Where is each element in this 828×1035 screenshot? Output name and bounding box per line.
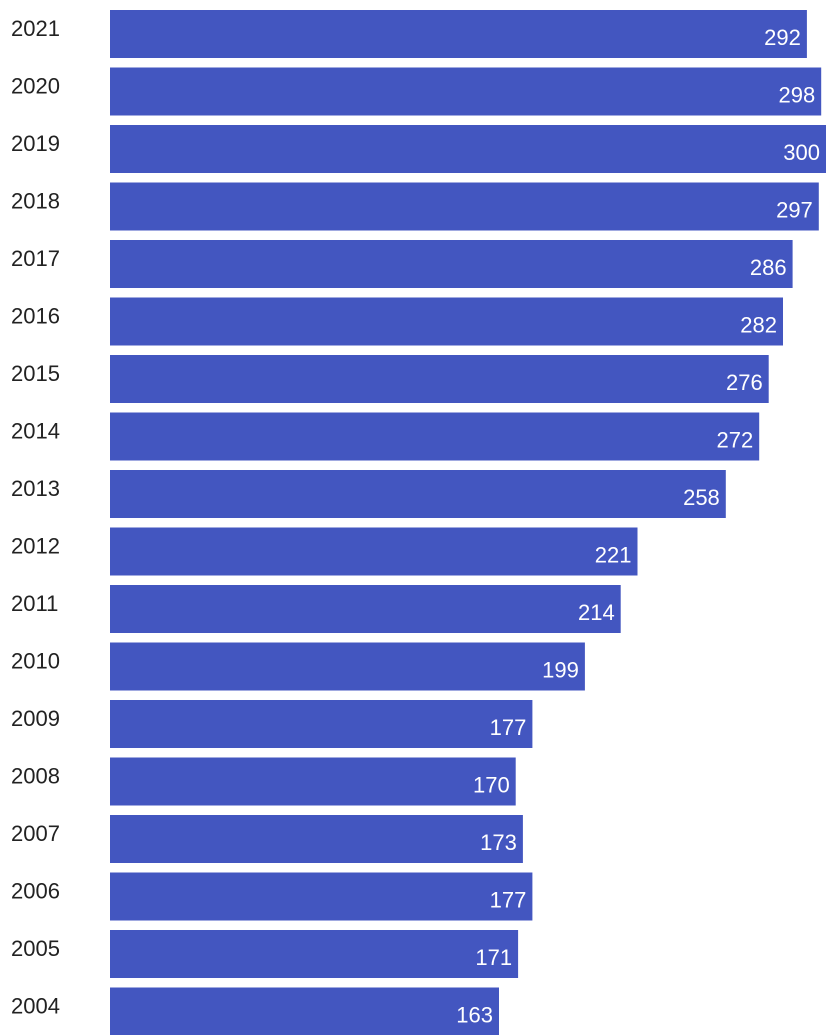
category-label-2014: 2014 (11, 418, 60, 443)
category-label-2019: 2019 (11, 131, 60, 156)
bar-2017 (110, 240, 793, 288)
bar-2008 (110, 757, 516, 806)
bar-2007 (110, 815, 523, 863)
value-label-2005: 171 (475, 945, 512, 970)
bar-2014 (110, 412, 760, 461)
value-label-2014: 272 (716, 427, 753, 452)
category-label-2009: 2009 (11, 706, 60, 731)
bar-2013 (110, 470, 726, 518)
category-label-2012: 2012 (11, 533, 60, 558)
value-label-2012: 221 (595, 542, 632, 567)
bar-2016 (110, 297, 783, 346)
value-label-2009: 177 (490, 715, 527, 740)
bar-2005 (110, 930, 519, 978)
bar-2018 (110, 182, 819, 231)
bar-2021 (110, 10, 807, 58)
category-label-2011: 2011 (11, 591, 58, 616)
category-label-2008: 2008 (11, 763, 60, 788)
value-label-2011: 214 (578, 600, 615, 625)
value-label-2013: 258 (683, 485, 720, 510)
category-label-2006: 2006 (11, 878, 60, 903)
value-label-2007: 173 (480, 830, 517, 855)
category-label-2004: 2004 (11, 993, 60, 1018)
category-label-2020: 2020 (11, 73, 60, 98)
value-label-2015: 276 (726, 370, 763, 395)
bar-2009 (110, 700, 533, 748)
bar-2020 (110, 67, 822, 116)
value-label-2006: 177 (490, 887, 527, 912)
category-label-2016: 2016 (11, 303, 60, 328)
bar-2010 (110, 642, 585, 691)
category-label-2015: 2015 (11, 361, 60, 386)
value-label-2004: 163 (456, 1002, 493, 1027)
bar-2011 (110, 585, 621, 633)
category-label-2013: 2013 (11, 476, 60, 501)
value-label-2017: 286 (750, 255, 787, 280)
category-label-2018: 2018 (11, 188, 60, 213)
bar-2006 (110, 872, 533, 921)
value-label-2010: 199 (542, 657, 579, 682)
category-label-2017: 2017 (11, 246, 60, 271)
value-label-2018: 297 (776, 197, 813, 222)
value-label-2016: 282 (740, 312, 777, 337)
category-label-2021: 2021 (11, 16, 60, 41)
bars-group (110, 10, 826, 1035)
value-label-2021: 292 (764, 25, 801, 50)
bar-2004 (110, 987, 499, 1035)
value-label-2019: 300 (783, 140, 820, 165)
value-label-2008: 170 (473, 772, 510, 797)
value-labels-group: 292 298 300 297 286 282 276 272 258 221 214 199 177 1… (456, 25, 820, 1028)
category-label-2010: 2010 (11, 648, 60, 673)
value-label-2020: 298 (778, 82, 815, 107)
bar-2012 (110, 527, 638, 576)
bar-2015 (110, 355, 769, 403)
category-label-2005: 2005 (11, 936, 60, 961)
category-label-2007: 2007 (11, 821, 60, 846)
bar-2019 (110, 125, 826, 173)
category-labels-group: 2021 2020 2019 2018 2017 2016 2015 2014 2013 2012… (11, 16, 60, 1019)
